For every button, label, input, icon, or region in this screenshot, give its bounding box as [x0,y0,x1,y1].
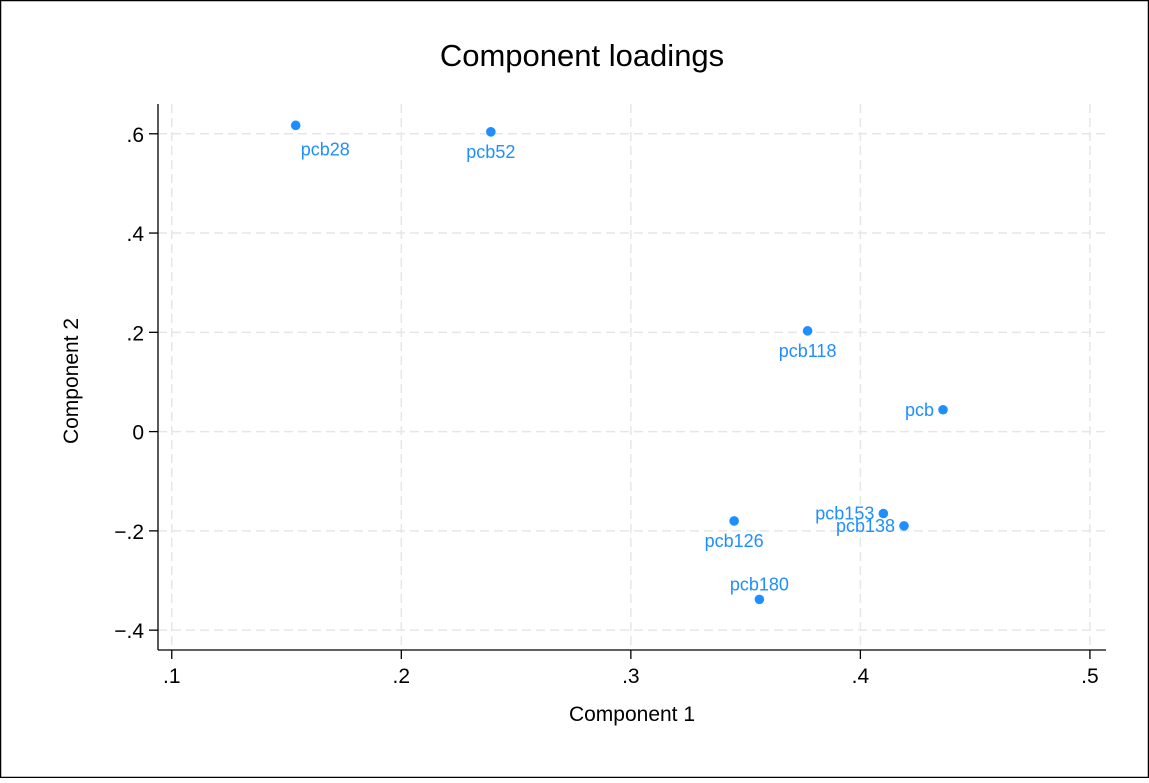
x-tick-label-1: .2 [393,665,411,688]
data-label-pcb180: pcb180 [730,574,789,594]
data-label-pcb118: pcb118 [779,341,837,361]
data-point-pcb28 [290,120,301,131]
y-axis-label: Component 2 [60,318,83,444]
axes [149,104,1106,659]
data-label-pcb138: pcb138 [836,516,895,536]
y-tick-label-5: .6 [126,124,144,147]
data-point-pcb153 [878,508,889,519]
y-tick-label-0: −.4 [114,620,144,643]
x-axis-label: Component 1 [569,703,695,726]
x-tick-label-4: .5 [1081,665,1099,688]
x-tick-label-2: .3 [622,665,640,688]
data-point-pcb126 [729,516,739,526]
x-tick-label-3: .4 [852,665,870,688]
data-label-pcb: pcb [905,400,934,420]
data-label-pcb52: pcb52 [466,142,515,162]
data-label-pcb126: pcb126 [705,531,764,551]
data-point-pcb180 [754,594,765,605]
y-tick-label-2: 0 [132,422,144,445]
y-tick-label-3: .2 [126,322,144,345]
y-tick-label-1: −.2 [114,521,144,544]
y-tick-label-4: .4 [126,223,144,246]
data-point-pcb52 [486,126,496,137]
data-point-pcb138 [899,521,909,531]
tick-labels: .1 .2 .3 .4 .5 −.4 −.2 0 .2 .4 .6 [114,124,1098,688]
data-point-pcb118 [802,326,813,336]
x-tick-label-0: .1 [163,665,181,688]
grid-lines [158,104,1106,650]
data-point-pcb [938,404,948,415]
data-label-pcb28: pcb28 [301,139,350,159]
chart-title: Component loadings [440,38,724,73]
data-label-pcb153: pcb153 [815,504,874,524]
